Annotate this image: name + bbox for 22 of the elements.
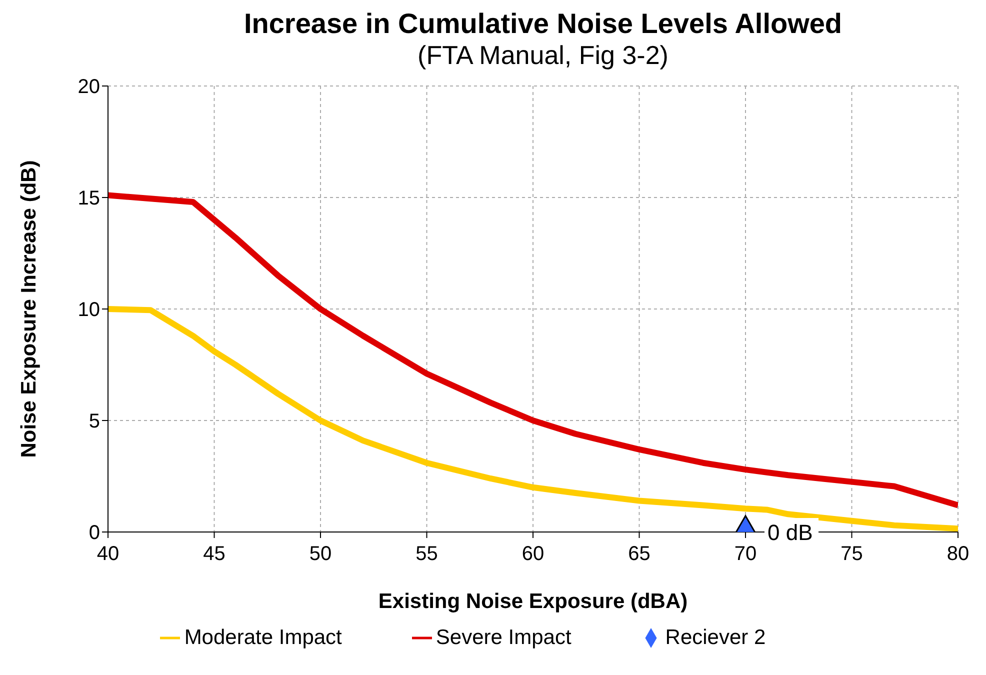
x-tick-label: 75 [840,543,863,566]
y-tick-label: 10 [78,299,100,322]
y-tick-label: 0 [88,522,100,544]
x-axis-title: Existing Noise Exposure (dBA) [378,590,688,613]
chart-title: Increase in Cumulative Noise Levels Allowed [242,8,844,40]
x-tick-label: 55 [416,543,438,566]
x-tick-label: 45 [203,543,226,566]
y-tick-label: 20 [78,76,100,98]
y-tick-label: 15 [78,188,100,210]
y-axis-title: Noise Exposure Increase (dB) [17,160,40,458]
x-tick-label: 60 [522,543,544,566]
chart-subtitle: (FTA Manual, Fig 3-2) [416,40,670,70]
x-tick-label: 50 [309,543,332,566]
x-tick-label: 40 [96,543,120,566]
y-tick-label: 5 [88,410,100,433]
legend-label: Moderate Impact [184,626,342,649]
annotation: 0 dB [768,520,813,545]
legend-label: Severe Impact [436,626,572,649]
legend-label: Reciever 2 [665,626,766,649]
x-tick-label: 80 [946,543,970,566]
x-tick-label: 70 [734,543,757,566]
x-tick-label: 65 [628,543,650,566]
